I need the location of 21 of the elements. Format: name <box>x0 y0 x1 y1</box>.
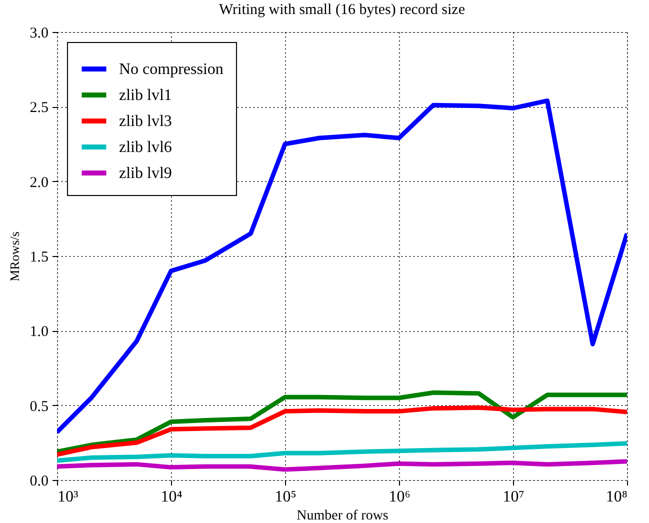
y-tick-label: 2.0 <box>30 174 48 191</box>
y-tick-label: 2.5 <box>30 100 48 116</box>
y-tick-label: 0.0 <box>30 474 48 490</box>
x-tick-label: 10⁸ <box>606 488 628 506</box>
x-tick-label: 10⁴ <box>160 488 183 506</box>
x-tick-label: 10³ <box>58 488 78 506</box>
x-tick-label: 10⁶ <box>388 488 410 506</box>
legend-label: No compression <box>119 61 224 78</box>
y-tick-label: 0.5 <box>30 398 48 415</box>
x-tick-label: 10⁵ <box>274 488 296 506</box>
y-tick-label: 1.5 <box>30 250 48 266</box>
legend-label: zlib lvl3 <box>119 113 172 130</box>
legend-label: zlib lvl1 <box>119 87 172 104</box>
x-tick-label: 10⁷ <box>502 488 524 506</box>
y-axis-title: MRows/s <box>6 232 22 282</box>
y-tick-label: 1.0 <box>30 324 48 340</box>
x-axis-title: Number of rows <box>296 508 388 523</box>
legend-label: zlib lvl6 <box>119 139 172 156</box>
legend-label: zlib lvl9 <box>119 165 172 182</box>
chart-title: Writing with small (16 bytes) record size <box>219 2 466 18</box>
y-tick-label: 3.0 <box>30 26 48 42</box>
